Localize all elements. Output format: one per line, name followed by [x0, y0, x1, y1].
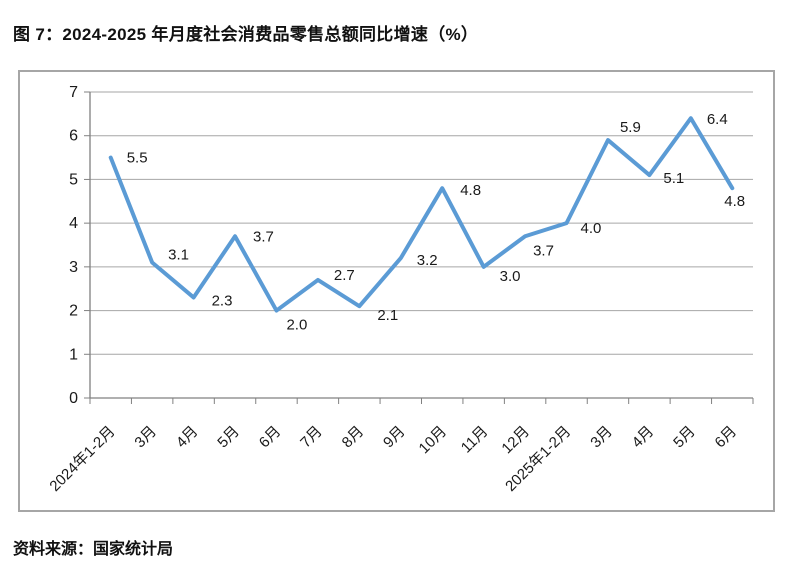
x-tick-label: 10月 — [416, 423, 450, 457]
data-label: 5.9 — [620, 119, 641, 136]
data-label: 3.0 — [500, 268, 521, 285]
y-tick-label: 5 — [69, 171, 78, 188]
data-label: 4.8 — [724, 193, 745, 210]
x-tick-label: 4月 — [173, 423, 202, 452]
data-label: 2.0 — [286, 317, 307, 334]
x-tick-label: 6月 — [256, 423, 285, 452]
x-tick-label: 3月 — [587, 423, 616, 452]
x-tick-label: 3月 — [131, 423, 160, 452]
data-label: 5.5 — [127, 150, 148, 167]
data-label: 4.0 — [581, 220, 602, 237]
y-tick-label: 1 — [69, 346, 78, 363]
data-label: 3.7 — [533, 242, 554, 259]
data-label: 3.7 — [253, 228, 274, 245]
x-tick-label: 2024年1-2月 — [46, 423, 118, 495]
y-tick-label: 2 — [69, 303, 78, 320]
data-label: 5.1 — [663, 170, 684, 187]
y-tick-label: 4 — [69, 215, 78, 232]
x-tick-label: 9月 — [380, 423, 409, 452]
x-tick-label: 6月 — [712, 423, 741, 452]
data-label: 3.1 — [168, 246, 189, 263]
chart-frame: 0 1 2 3 4 5 6 7 2024年1-2月 3月 4月 5月 6月 7月 8月 9月 10月 11月 12月… — [18, 70, 775, 512]
y-tick-label: 0 — [69, 390, 78, 407]
series-line — [108, 116, 735, 313]
data-label: 2.1 — [377, 307, 398, 324]
x-tick-label: 11月 — [458, 423, 492, 457]
x-tick-label: 12月 — [498, 423, 532, 457]
line-chart: 0 1 2 3 4 5 6 7 2024年1-2月 3月 4月 5月 6月 7月 8月 9月 10月 11月 12月… — [46, 84, 754, 495]
data-label: 2.3 — [212, 292, 233, 309]
y-tick-label: 6 — [69, 128, 78, 145]
data-label: 3.2 — [417, 252, 438, 269]
x-tick-label: 8月 — [339, 423, 368, 452]
data-label: 4.8 — [460, 182, 481, 199]
y-tick-label: 3 — [69, 259, 78, 276]
x-tick-label: 7月 — [297, 423, 326, 452]
data-label: 6.4 — [707, 111, 728, 128]
x-tick-label: 5月 — [214, 423, 243, 452]
y-tick-label: 7 — [69, 84, 78, 101]
figure-title: 图 7：2024-2025 年月度社会消费品零售总额同比增速（%） — [13, 25, 479, 44]
data-label: 2.7 — [334, 267, 355, 284]
x-tick-label: 5月 — [670, 423, 699, 452]
source-note: 资料来源：国家统计局 — [13, 541, 174, 558]
x-tick-label: 4月 — [629, 423, 658, 452]
